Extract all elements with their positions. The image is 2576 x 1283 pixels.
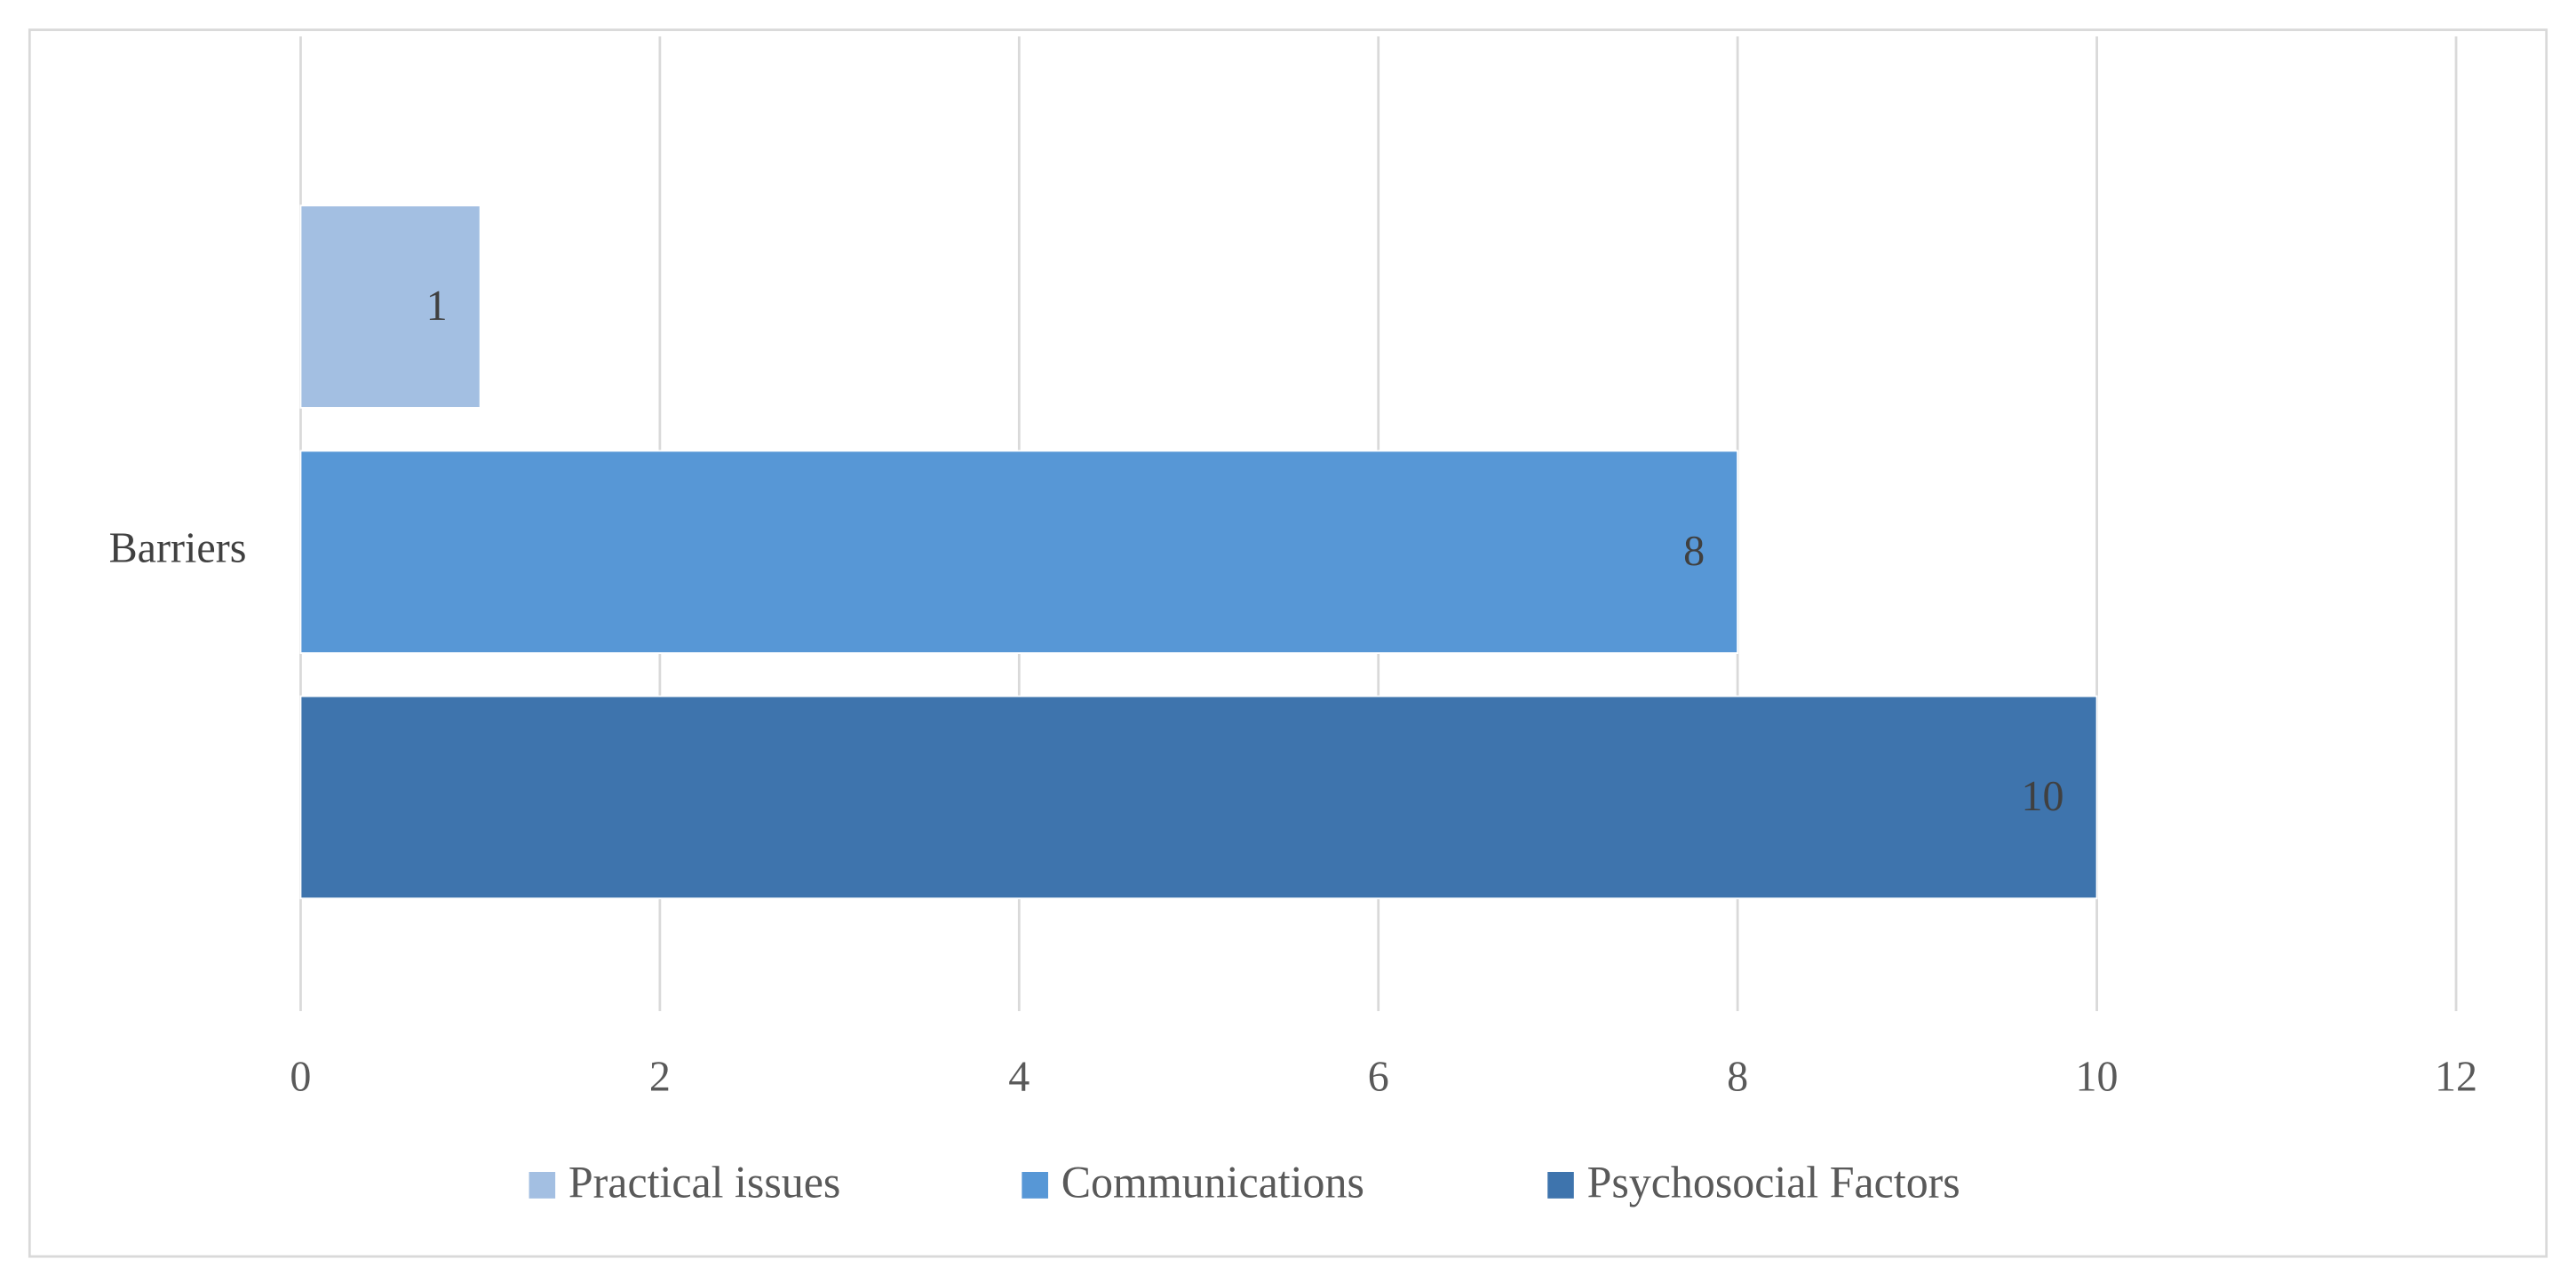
x-tick-label: 12: [2435, 1053, 2477, 1100]
data-label: 1: [426, 283, 448, 330]
data-label: 8: [1683, 528, 1705, 575]
legend-label: Psychosocial Factors: [1587, 1157, 1960, 1207]
x-tick-label: 8: [1727, 1053, 1748, 1100]
legend-label: Practical issues: [568, 1157, 840, 1207]
bar: [299, 695, 2098, 900]
x-tick-label: 10: [2076, 1053, 2119, 1100]
legend-label: Communications: [1061, 1157, 1364, 1207]
legend-swatch: [1022, 1172, 1048, 1199]
category-label: Barriers: [109, 524, 247, 571]
x-tick-label: 4: [1008, 1053, 1030, 1100]
x-tick-label: 6: [1368, 1053, 1389, 1100]
bar: [299, 450, 1739, 654]
legend-swatch: [1547, 1172, 1574, 1199]
legend-swatch: [529, 1172, 556, 1199]
data-label: 10: [2022, 773, 2064, 820]
bar: [299, 204, 481, 409]
x-tick-label: 2: [649, 1053, 671, 1100]
x-tick-label: 0: [290, 1053, 311, 1100]
